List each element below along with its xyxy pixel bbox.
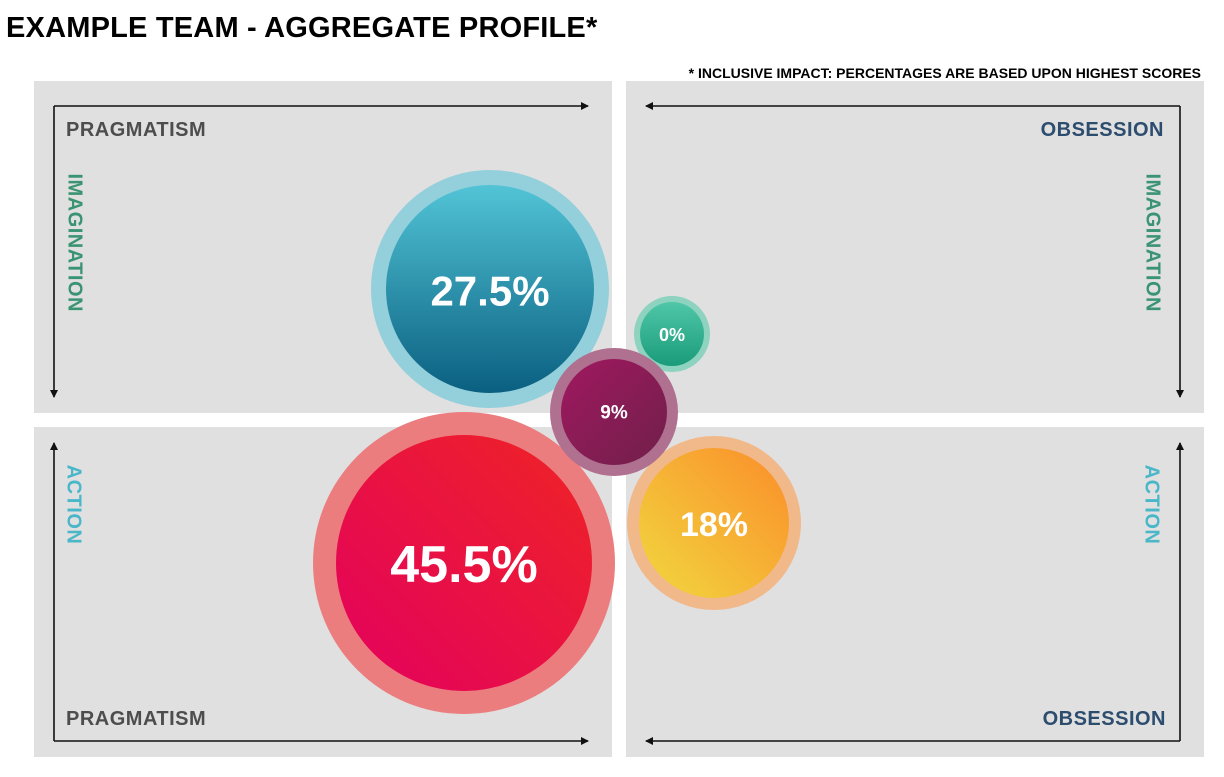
axis-label-top-left: PRAGMATISM [66,119,207,141]
axis-label-top-right: OBSESSION [1040,119,1164,141]
bubble-center: 9% [550,348,678,476]
bubble-label: 0% [659,325,685,345]
footnote: * INCLUSIVE IMPACT: PERCENTAGES ARE BASE… [688,65,1201,81]
bubble-label: 9% [600,403,628,424]
axis-label-bottom-left: PRAGMATISM [66,708,207,730]
quadrant-obsession-imagination [626,81,1204,413]
bubble-label: 27.5% [430,268,549,315]
bubble-obsession-action: 18% [627,436,801,610]
axis-label-bottom-right: OBSESSION [1042,708,1166,730]
page-title: EXAMPLE TEAM - AGGREGATE PROFILE* [6,12,598,44]
bubble-pragmatism-action: 45.5% [313,412,615,714]
bubble-label: 18% [680,506,748,544]
bubble-pragmatism-imagination: 27.5% [371,170,609,408]
bubble-label: 45.5% [390,536,537,594]
bubble-obsession-imagination: 0% [634,296,710,372]
